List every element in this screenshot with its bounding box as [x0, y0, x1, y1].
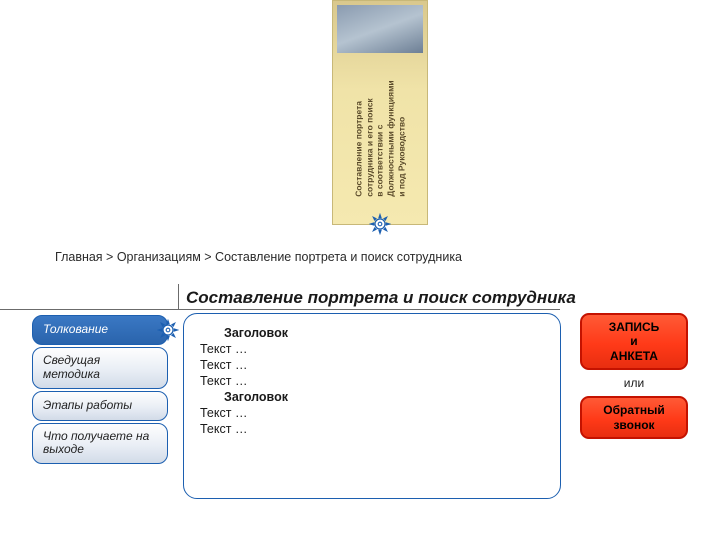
cta-column: ЗАПИСЬ и АНКЕТА или Обратный звонок [580, 313, 688, 439]
content-text: Текст … [200, 374, 544, 388]
cta-label: ЗАПИСЬ [586, 320, 682, 334]
content-heading: Заголовок [224, 390, 544, 404]
sidebar-item-label: Этапы работы [43, 399, 132, 413]
sidebar-item-label: Что получаете на выходе [43, 430, 157, 458]
title-divider [0, 309, 560, 310]
cta-label: и [586, 334, 682, 348]
content-text: Текст … [200, 342, 544, 356]
sidebar-item-label: Толкование [43, 323, 108, 337]
cta-label: звонок [586, 418, 682, 432]
callback-button[interactable]: Обратный звонок [580, 396, 688, 439]
sidebar-item-label: Сведущая методика [43, 354, 157, 382]
sidebar-item-methodology[interactable]: Сведущая методика [32, 347, 168, 389]
content-text: Текст … [200, 422, 544, 436]
cta-label: АНКЕТА [586, 349, 682, 363]
title-divider-vertical [178, 284, 179, 309]
breadcrumb[interactable]: Главная > Организациям > Составление пор… [55, 250, 462, 264]
gear-icon [157, 319, 179, 341]
page-title: Составление портрета и поиск сотрудника [186, 288, 576, 308]
sidebar-item-stages[interactable]: Этапы работы [32, 391, 168, 421]
gear-icon [369, 213, 391, 235]
banner-text: Составление портрета сотрудника и его по… [333, 77, 427, 200]
sidebar-item-interpretation[interactable]: Толкование [32, 315, 168, 345]
content-text: Текст … [200, 406, 544, 420]
signup-button[interactable]: ЗАПИСЬ и АНКЕТА [580, 313, 688, 370]
cta-or-label: или [580, 376, 688, 390]
sidebar: Толкование Сведущая методика Этапы работ… [32, 315, 168, 464]
cta-label: Обратный [586, 403, 682, 417]
content-text: Текст … [200, 358, 544, 372]
content-heading: Заголовок [224, 326, 544, 340]
content-panel: Заголовок Текст … Текст … Текст … Заголо… [183, 313, 561, 499]
sidebar-item-output[interactable]: Что получаете на выходе [32, 423, 168, 465]
top-banner: Составление портрета сотрудника и его по… [332, 0, 428, 225]
banner-image [337, 5, 423, 53]
